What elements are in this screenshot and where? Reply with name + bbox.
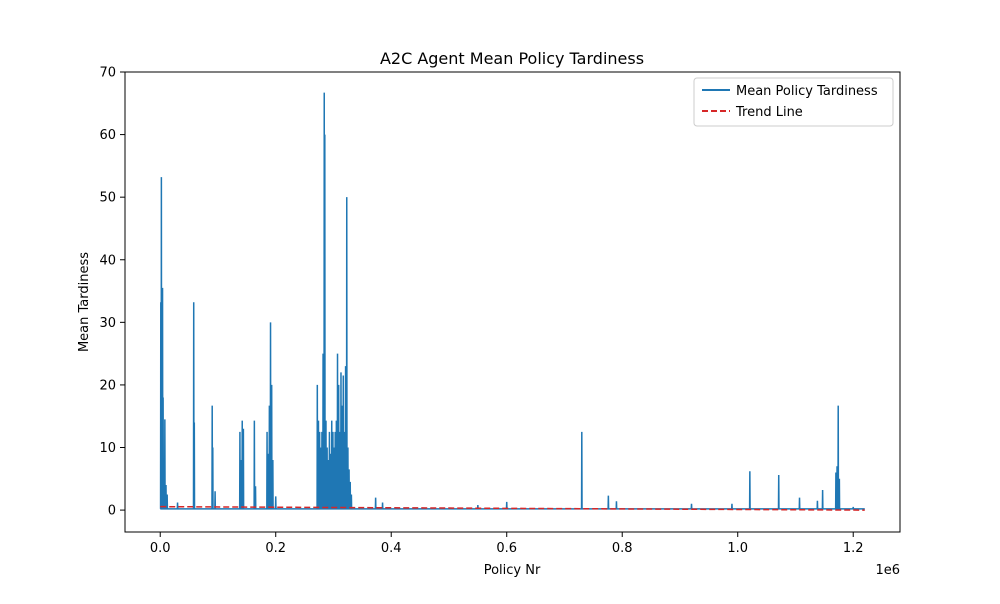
x-tick-label: 1.2 (843, 541, 864, 556)
plot-frame (124, 71, 901, 533)
x-axis-label: Policy Nr (484, 563, 541, 578)
legend-label-mean-tardiness: Mean Policy Tardiness (736, 84, 878, 99)
legend-label-trend-line: Trend Line (735, 105, 803, 120)
y-tick-label: 70 (99, 66, 116, 81)
x-tick-label: 0.0 (150, 541, 171, 556)
y-axis: 0 10 20 30 40 50 60 70 (99, 66, 125, 519)
x-tick-label: 0.4 (381, 541, 402, 556)
y-tick-label: 40 (99, 253, 116, 268)
legend: Mean Policy Tardiness Trend Line (693, 77, 894, 127)
plot-area (124, 71, 901, 533)
y-tick-label: 30 (99, 316, 116, 331)
y-tick-label: 20 (99, 378, 116, 393)
x-tick-label: 0.2 (265, 541, 286, 556)
x-axis-offset-label: 1e6 (875, 563, 900, 578)
x-axis: 0.0 0.2 0.4 0.6 0.8 1.0 1.2 (150, 532, 864, 556)
legend-box (693, 77, 894, 127)
series-layer (159, 92, 865, 511)
x-tick-label: 0.6 (496, 541, 517, 556)
x-tick-label: 0.8 (612, 541, 633, 556)
x-tick-label: 1.0 (727, 541, 748, 556)
y-tick-label: 10 (99, 441, 116, 456)
y-tick-label: 0 (108, 504, 116, 519)
series-line-trend (160, 505, 865, 511)
y-tick-label: 50 (99, 191, 116, 206)
y-axis-label: Mean Tardiness (77, 252, 92, 352)
series-line-mean-tardiness (159, 92, 865, 510)
chart-title: A2C Agent Mean Policy Tardiness (380, 49, 644, 68)
y-tick-label: 60 (99, 128, 116, 143)
